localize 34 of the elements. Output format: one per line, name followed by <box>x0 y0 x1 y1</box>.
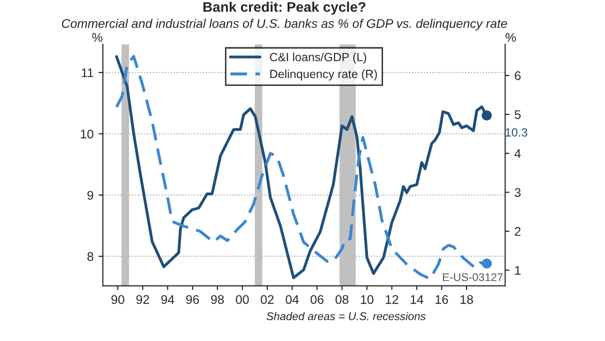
x-tick-label: 12 <box>386 295 398 304</box>
x-tick-label: 94 <box>161 295 174 304</box>
y2-tick-label: 3 <box>514 188 521 197</box>
annotation: E-US-03127 <box>442 273 503 282</box>
chart-title: Bank credit: Peak cycle? <box>203 2 366 15</box>
x-tick-label: 14 <box>410 295 424 304</box>
x-tick-label: 92 <box>136 295 150 304</box>
x-tick-label: 16 <box>436 295 448 304</box>
y2-tick-label: 1 <box>515 266 521 275</box>
y2-axis-title: % <box>506 33 516 42</box>
x-tick-label: 08 <box>336 295 348 304</box>
y2-tick-label: 5 <box>514 110 521 120</box>
legend-label: Delinquency rate (R) <box>270 70 377 81</box>
x-tick-label: 10 <box>360 295 374 304</box>
y-tick-label: 10 <box>80 130 94 138</box>
y-tick-label: 8 <box>87 252 94 261</box>
chart-subtitle: Commercial and industrial loans of U.S. banks as % of GDP vs. delinquency rate <box>62 18 508 30</box>
x-tick-label: 98 <box>211 295 224 304</box>
x-tick-label: 18 <box>460 295 473 304</box>
x-tick-label: 04 <box>286 295 299 304</box>
x-tick-label: 90 <box>111 295 124 304</box>
x-tick-label: 06 <box>310 295 324 304</box>
legend-label: C&I loans/GDP (L) <box>270 52 366 64</box>
y-tick-label: 9 <box>87 190 94 200</box>
x-tick-label: 00 <box>236 295 249 304</box>
x-tick-label: 96 <box>186 295 199 304</box>
y-axis-title: % <box>92 33 102 42</box>
annotation: 10.3 <box>506 128 528 137</box>
text: Shaded areas = U.S. recessions <box>266 312 426 320</box>
y-tick-label: 11 <box>82 68 94 78</box>
y2-tick-label: 6 <box>514 71 521 80</box>
x-tick-label: 02 <box>260 295 274 304</box>
y2-tick-label: 4 <box>514 149 521 158</box>
y2-tick-label: 2 <box>514 227 521 236</box>
